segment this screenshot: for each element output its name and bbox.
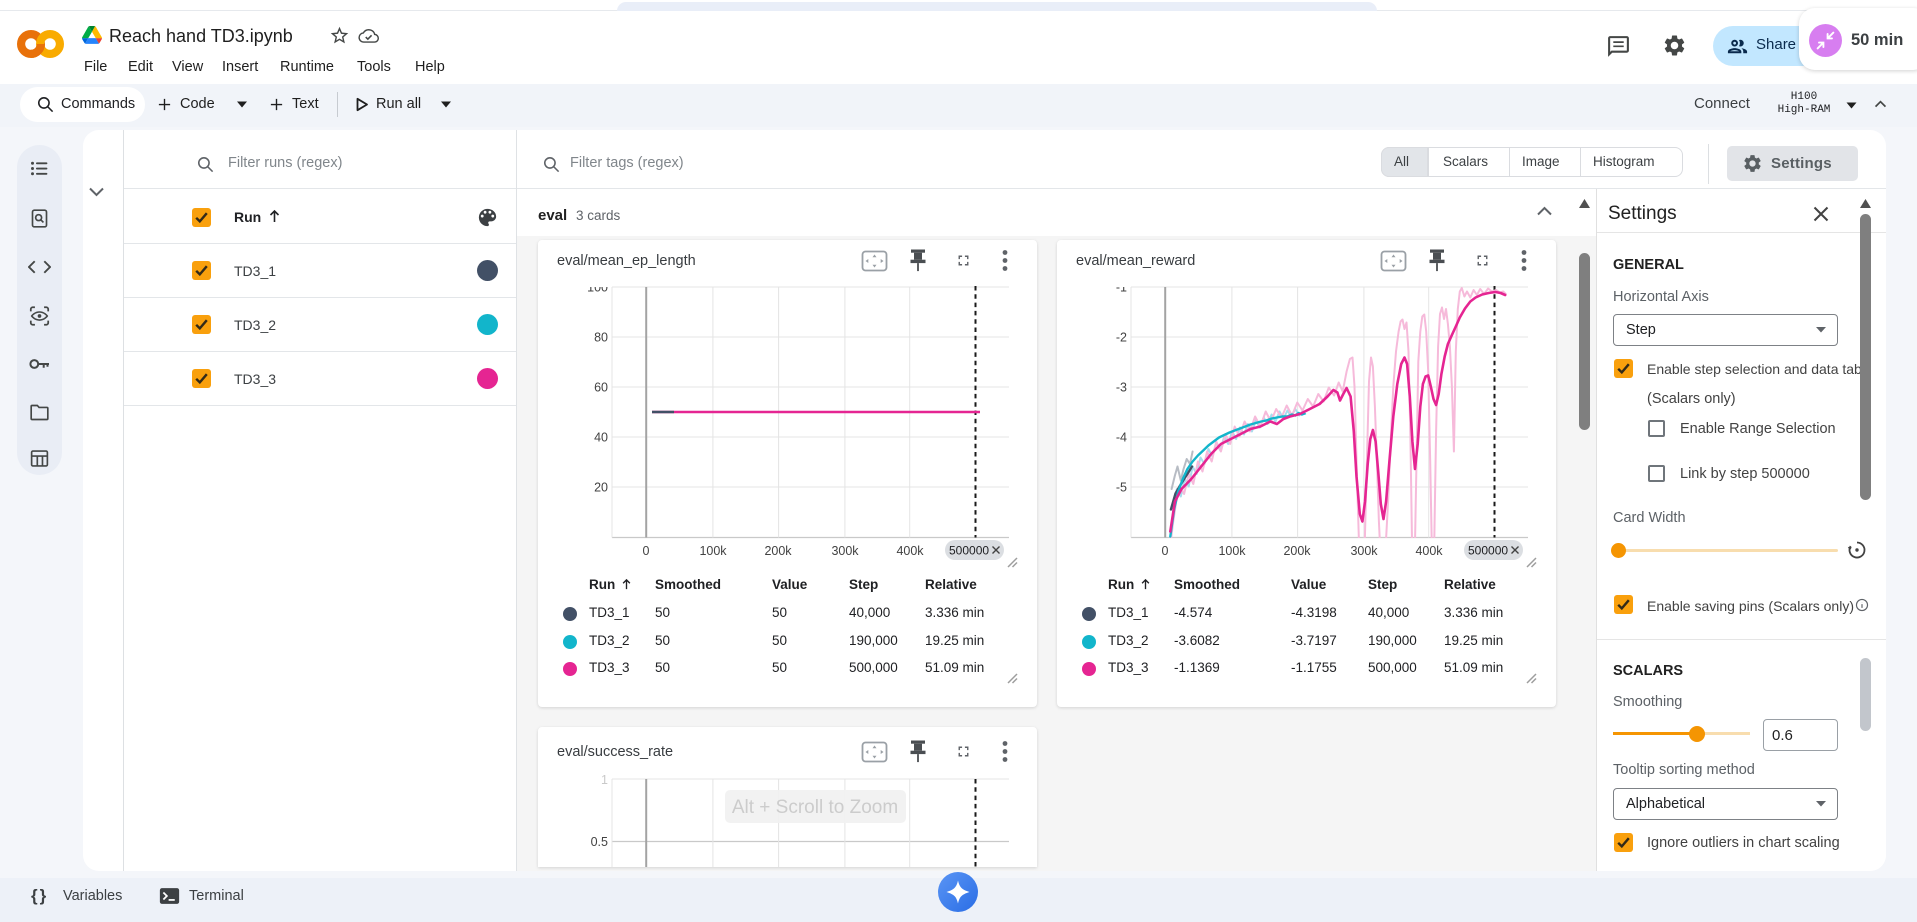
svg-text:0: 0 <box>643 544 650 558</box>
svg-text:80: 80 <box>594 331 608 345</box>
svg-text:20: 20 <box>594 481 608 495</box>
svg-text:200k: 200k <box>764 544 792 558</box>
svg-text:400k: 400k <box>1415 544 1443 558</box>
svg-text:0.5: 0.5 <box>591 835 608 849</box>
svg-text:500000: 500000 <box>949 544 989 558</box>
svg-text:-4: -4 <box>1116 431 1127 445</box>
svg-text:-3: -3 <box>1116 381 1127 395</box>
svg-text:-5: -5 <box>1116 481 1127 495</box>
svg-text:300k: 300k <box>1350 544 1378 558</box>
svg-text:0: 0 <box>1162 544 1169 558</box>
svg-text:100k: 100k <box>1218 544 1246 558</box>
svg-text:300k: 300k <box>831 544 859 558</box>
svg-text:1: 1 <box>601 773 608 787</box>
svg-text:-2: -2 <box>1116 331 1127 345</box>
svg-text:400k: 400k <box>896 544 924 558</box>
svg-text:-1: -1 <box>1116 281 1127 295</box>
svg-text:500000: 500000 <box>1468 544 1508 558</box>
svg-text:200k: 200k <box>1283 544 1311 558</box>
svg-text:40: 40 <box>594 431 608 445</box>
svg-text:Alt + Scroll to Zoom: Alt + Scroll to Zoom <box>732 797 898 818</box>
svg-text:100k: 100k <box>699 544 727 558</box>
svg-text:60: 60 <box>594 381 608 395</box>
